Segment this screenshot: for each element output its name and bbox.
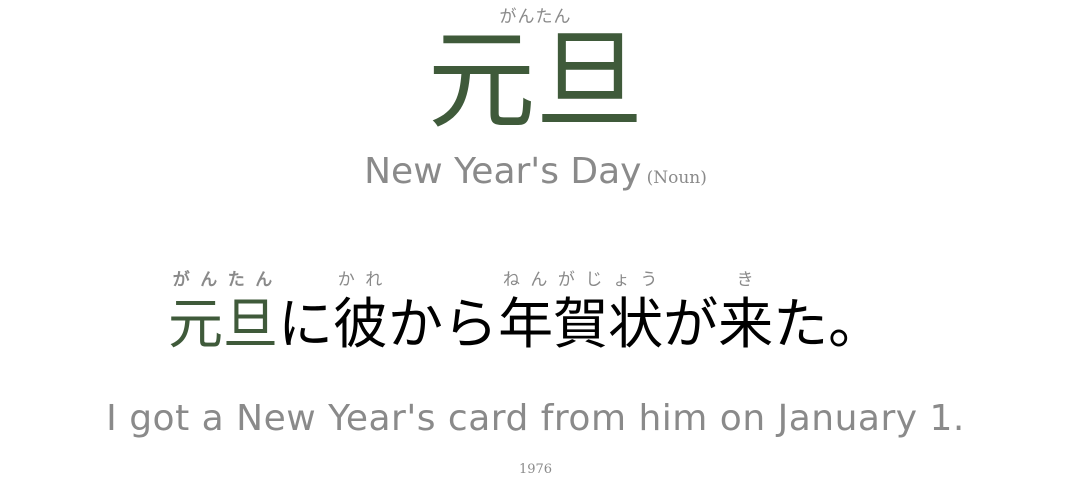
meaning-line: New Year's Day (Noun) [0, 150, 1071, 200]
sentence-segment-reading: かれ [333, 270, 389, 290]
sentence-segment-reading: ねんがじょう [498, 270, 664, 290]
sentence-segment-text: から [388, 292, 499, 356]
sentence-ruby-word: 彼かれ [333, 270, 389, 356]
headword-reading: がんたん [499, 7, 572, 27]
sentence-segment-reading: がんたん [168, 270, 279, 290]
sentence-target-word: 元旦がんたん [168, 270, 279, 356]
example-sentence: 元旦がんたんに彼かれから年賀状ねんがじょうが来きた。 [168, 270, 883, 359]
meaning-text: New Year's Day [364, 151, 642, 192]
sentence-ruby-word: 年賀状ねんがじょう [498, 270, 664, 356]
sentence-segment-text: 来 [718, 292, 774, 356]
sentence-translation: I got a New Year's card from him on Janu… [106, 398, 965, 439]
sentence-segment-text: が [663, 292, 719, 356]
sentence-segment-text: 年賀状 [498, 292, 664, 356]
sentence-ruby-word: 来き [718, 270, 774, 356]
part-of-speech: (Noun) [646, 168, 707, 188]
headword: 元旦 [427, 19, 644, 144]
sentence-segment-text: た。 [773, 292, 884, 356]
sentence-segment-text: 彼 [333, 292, 389, 356]
sentence-segment-reading: き [718, 270, 774, 290]
sentence-segment-text: 元旦 [168, 292, 279, 356]
card-number: 1976 [518, 462, 553, 477]
sentence-segment-text: に [278, 292, 334, 356]
